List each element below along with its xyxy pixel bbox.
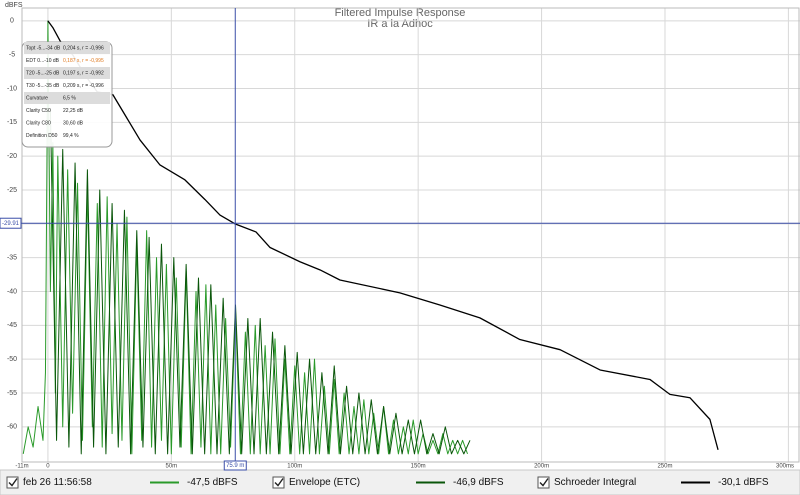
- x-tick-label: 100m: [287, 464, 302, 470]
- y-tick-label: -50: [7, 356, 17, 363]
- legend-bar: [0, 469, 800, 495]
- stats-value: 22,25 dB: [63, 108, 84, 114]
- legend-readout: -47,5 dBFS: [187, 477, 238, 488]
- stats-value: 6,5 %: [63, 95, 76, 101]
- stats-panel: Topt -5...-34 dB 0,204 s, r = -0,996 EDT 0…: [21, 41, 113, 148]
- cursor-x-box: [223, 460, 247, 471]
- x-tick-label: 200m: [534, 464, 549, 470]
- checkmark: [8, 478, 18, 487]
- x-tick-label: 250m: [657, 464, 672, 470]
- legend-readout: -46,9 dBFS: [453, 477, 504, 488]
- y-tick-label: -5: [9, 52, 15, 59]
- y-tick-label: -55: [7, 390, 17, 397]
- checkmark: [539, 478, 549, 487]
- stats-row-bg: [24, 92, 110, 104]
- y-tick-label: 0: [10, 18, 14, 25]
- legend-checkbox[interactable]: [6, 476, 19, 489]
- cursor-y-label: -29.91: [2, 221, 20, 227]
- stats-value: 0,197 s, r = -0,992: [63, 70, 104, 76]
- y-tick-label: -45: [7, 322, 17, 329]
- stats-value: 0,204 s, r = -0,996: [63, 45, 104, 51]
- stats-value: 99,4 %: [63, 133, 79, 139]
- series-line: [49, 108, 471, 455]
- x-tick-label: 300ms: [776, 464, 794, 470]
- stats-label: T30 -5...-35 dB: [26, 83, 60, 89]
- legend-label: Schroeder Integral: [554, 477, 636, 488]
- legend-checkbox[interactable]: [272, 476, 285, 489]
- stats-label: Topt -5...-34 dB: [26, 45, 61, 51]
- stats-label: Clarity C50: [26, 108, 51, 114]
- cursor-y-box: [0, 217, 22, 229]
- stats-label: T20 -5...-25 dB: [26, 70, 60, 76]
- stats-label: Clarity C80: [26, 120, 51, 126]
- y-tick-label: -20: [7, 153, 17, 160]
- y-axis-label: dBFS: [5, 2, 23, 9]
- x-tick-label: -11m: [15, 464, 28, 470]
- y-tick-label: -25: [7, 187, 17, 194]
- legend-label: feb 26 11:56:58: [23, 477, 92, 488]
- stats-row-bg: [24, 42, 110, 54]
- y-tick-label: -10: [7, 85, 17, 92]
- y-tick-label: -60: [7, 424, 17, 431]
- stats-label: Definition D50: [26, 133, 58, 139]
- x-tick-label: 50m: [165, 464, 177, 470]
- y-tick-label: -40: [7, 288, 17, 295]
- plot-frame: [21, 7, 800, 463]
- x-tick-label: 0: [46, 464, 50, 470]
- cursor-x-label: 75.9 m: [226, 463, 244, 469]
- stats-label: Curvature: [26, 95, 48, 101]
- stats-value: 30,60 dB: [63, 120, 84, 126]
- checkmark: [274, 478, 284, 487]
- series-line: [22, 20, 468, 455]
- stats-value: 0,187 s, r = -0,995: [63, 58, 104, 64]
- stats-value: 0,209 s, r = -0,996: [63, 83, 104, 89]
- stats-label: EDT 0...-10 dB: [26, 58, 60, 64]
- y-tick-label: -35: [7, 255, 17, 262]
- legend-label: Envelope (ETC): [289, 477, 360, 488]
- stats-row-bg: [24, 67, 110, 79]
- x-tick-label: 150m: [411, 464, 426, 470]
- chart-subtitle: IR a la Adhoc: [367, 18, 433, 30]
- chart-title: Filtered Impulse Response: [335, 7, 466, 19]
- legend-readout: -30,1 dBFS: [718, 477, 769, 488]
- legend-checkbox[interactable]: [537, 476, 550, 489]
- y-tick-label: -15: [7, 119, 17, 126]
